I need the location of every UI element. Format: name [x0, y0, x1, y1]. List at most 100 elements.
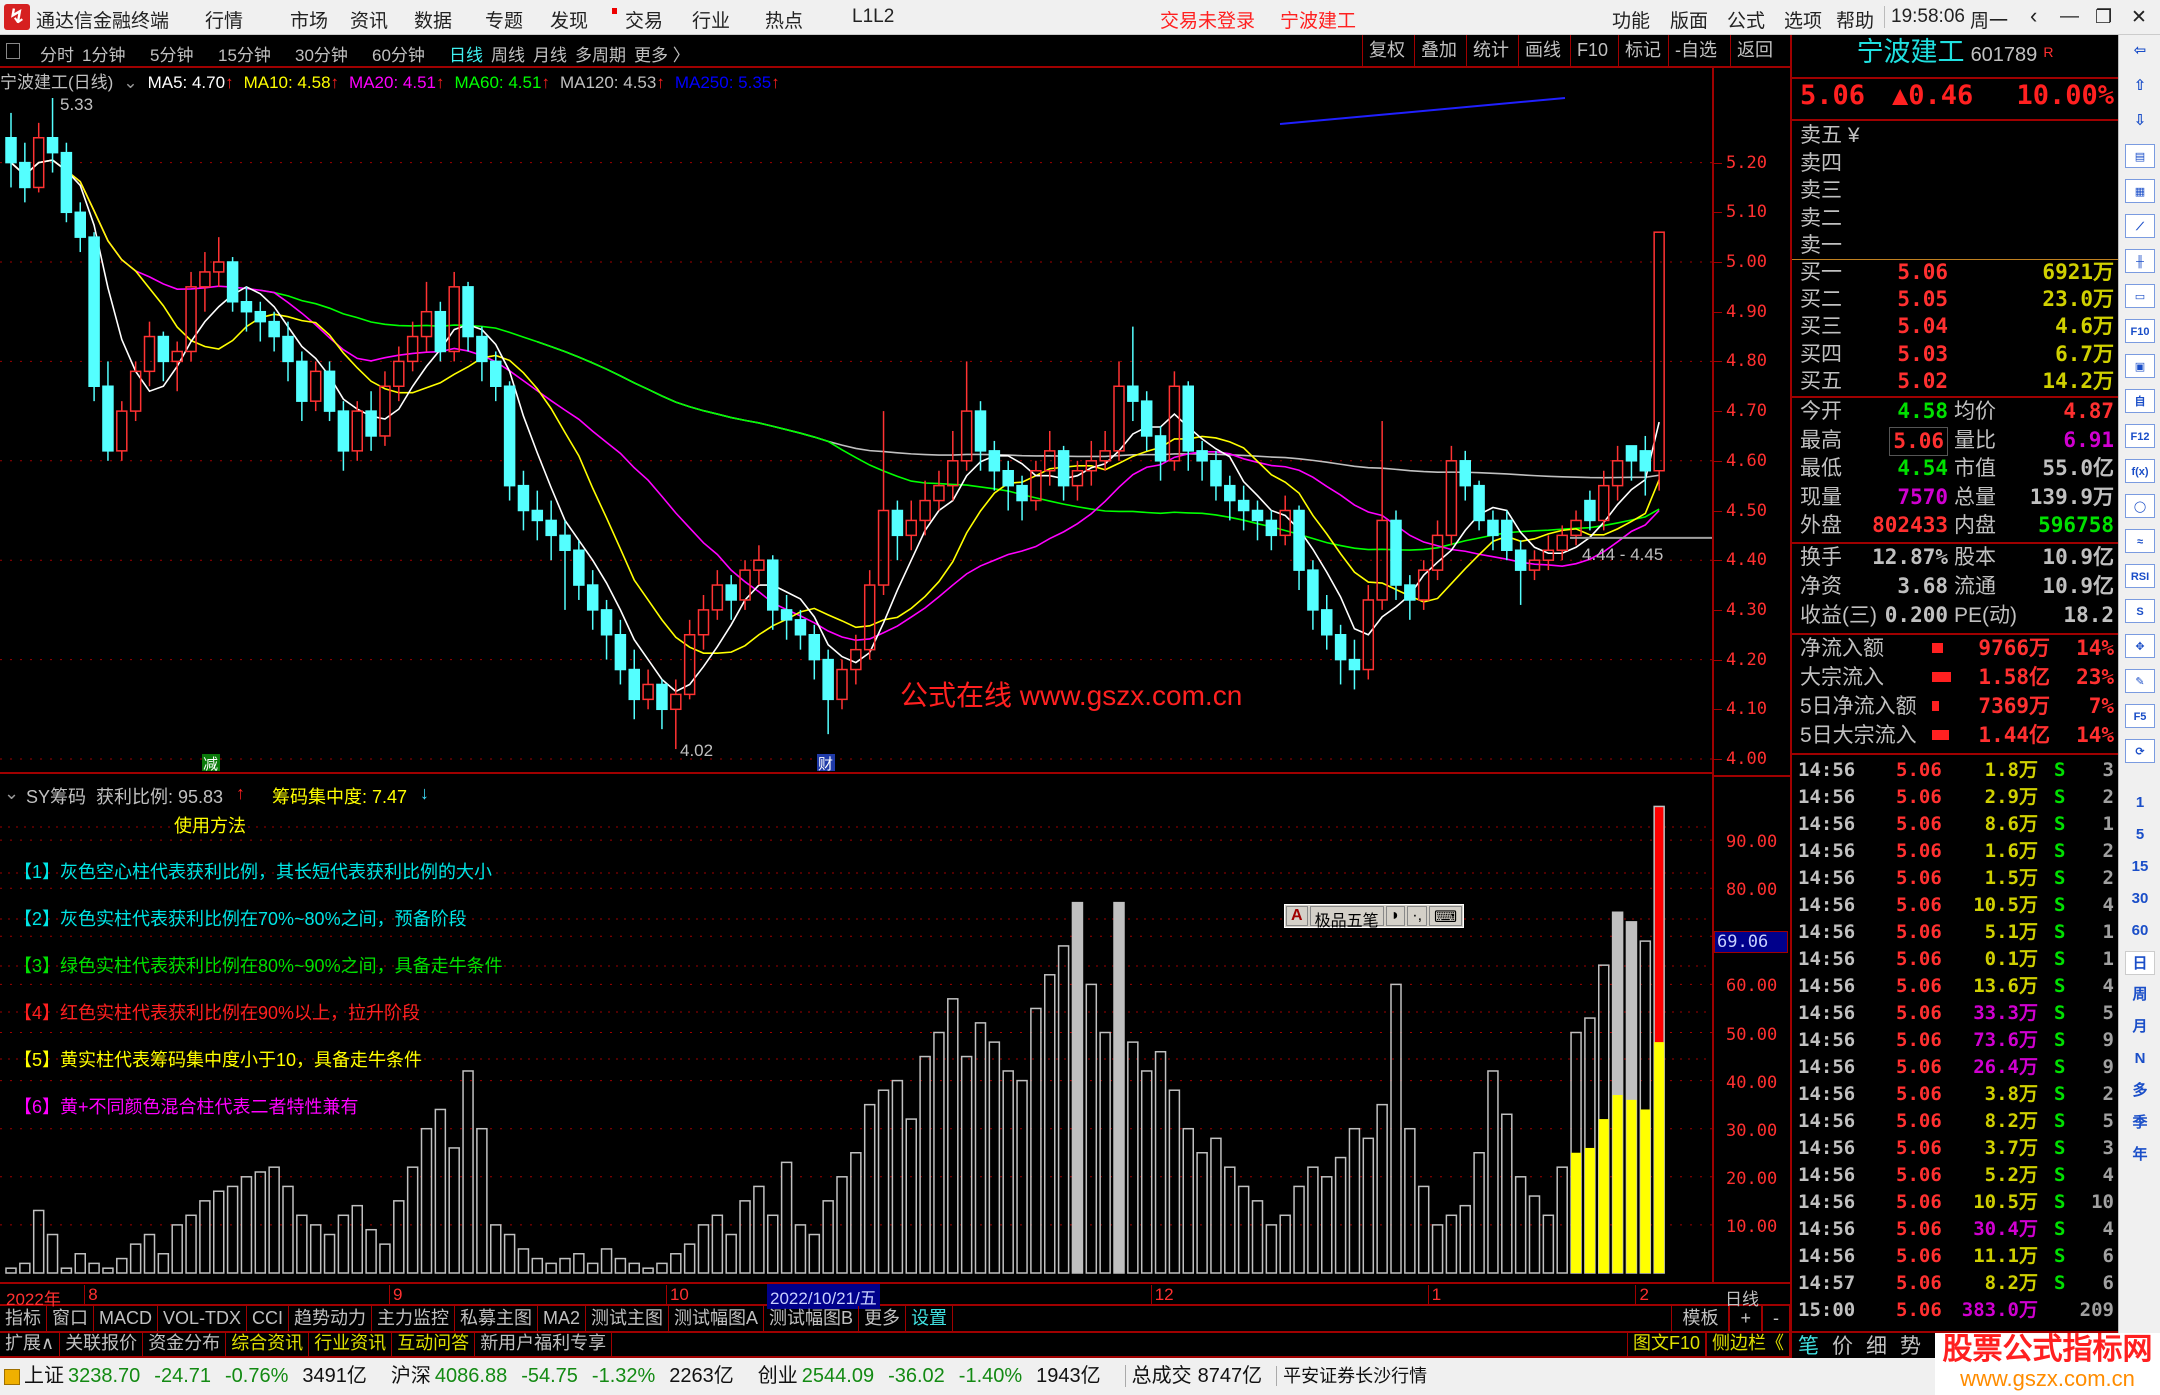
chart-tool-3[interactable]: 画线: [1518, 35, 1567, 66]
side-tool-icon[interactable]: ⇦: [2133, 42, 2147, 59]
login-status[interactable]: 交易未登录: [1160, 11, 1256, 32]
indicator-tab-7[interactable]: 私募主图: [455, 1306, 539, 1331]
menu-8[interactable]: 热点: [765, 11, 804, 32]
period-tab-6[interactable]: 日线: [449, 46, 483, 65]
indicator-tab-11[interactable]: 测试幅图B: [764, 1306, 860, 1331]
template-button-2[interactable]: -: [1762, 1306, 1790, 1331]
indicator-tab-13[interactable]: 设置: [906, 1306, 954, 1331]
period-tab-1[interactable]: 1分钟: [82, 46, 126, 65]
side-tool-icon[interactable]: ⇧: [2133, 77, 2147, 94]
side-period-0[interactable]: 1: [2135, 794, 2145, 811]
menu-right-0[interactable]: 功能: [1612, 11, 1651, 32]
side-tool-icon[interactable]: ╫: [2125, 249, 2155, 273]
extension-tab-3[interactable]: 综合资讯: [226, 1331, 310, 1356]
bid-row[interactable]: 买四 5.03 6.7万: [1792, 341, 2118, 368]
period-tab-5[interactable]: 60分钟: [372, 46, 425, 65]
restore-icon[interactable]: ❐: [2095, 7, 2113, 28]
template-button-1[interactable]: +: [1729, 1306, 1762, 1331]
panel-toggle-icon[interactable]: [6, 43, 20, 59]
template-button-0[interactable]: 模板: [1671, 1306, 1730, 1331]
ime-item-3[interactable]: ·,: [1407, 906, 1428, 926]
candlestick-chart[interactable]: 5.33 4.02 4.44 - 4.45 公式在线 www.gszx.com.cn 减…: [0, 80, 1712, 775]
menu-9[interactable]: L1L2: [852, 6, 895, 27]
side-tool-icon[interactable]: ▣: [2125, 354, 2155, 378]
menu-6[interactable]: 交易: [625, 11, 664, 32]
indicator-tab-3[interactable]: VOL-TDX: [158, 1306, 248, 1331]
minimize-icon[interactable]: —: [2060, 6, 2079, 27]
chart-tool-0[interactable]: 复权: [1362, 35, 1411, 66]
extension-tab-2[interactable]: 资金分布: [143, 1331, 227, 1356]
trade-tab-1[interactable]: 价: [1832, 1335, 1853, 1358]
side-tool-icon[interactable]: ⇩: [2133, 112, 2147, 129]
bid-row[interactable]: 买五 5.02 14.2万: [1792, 368, 2118, 395]
menu-right-1[interactable]: 版面: [1670, 11, 1709, 32]
sidebar-button-1[interactable]: 侧边栏《: [1706, 1331, 1790, 1356]
indicator-tab-12[interactable]: 更多: [859, 1306, 907, 1331]
chart-tool-2[interactable]: 统计: [1466, 35, 1515, 66]
extension-tab-5[interactable]: 互动问答: [392, 1331, 476, 1356]
menu-right-2[interactable]: 公式: [1727, 11, 1766, 32]
menu-2[interactable]: 资讯: [350, 11, 389, 32]
side-period-11[interactable]: 年: [2132, 1146, 2148, 1163]
chart-tool-7[interactable]: 返回: [1730, 35, 1779, 66]
period-tab-4[interactable]: 30分钟: [295, 46, 348, 65]
ime-item-0[interactable]: A: [1286, 906, 1308, 926]
badge-finance[interactable]: [817, 754, 835, 771]
index-name[interactable]: 上证: [24, 1365, 64, 1387]
menu-3[interactable]: 数据: [414, 11, 453, 32]
ime-item-1[interactable]: 极品五笔: [1309, 906, 1384, 930]
period-tab-8[interactable]: 月线: [533, 46, 567, 65]
side-tool-icon[interactable]: ≈: [2125, 529, 2155, 553]
market-icon[interactable]: [4, 1368, 20, 1385]
side-tool-icon[interactable]: S: [2125, 599, 2155, 623]
side-tool-icon[interactable]: ⟋: [2125, 214, 2155, 238]
side-tool-icon[interactable]: ✥: [2125, 634, 2155, 658]
side-period-9[interactable]: 多: [2132, 1082, 2148, 1099]
chart-tool-4[interactable]: F10: [1570, 35, 1614, 66]
side-tool-icon[interactable]: F10: [2125, 319, 2155, 343]
indicator-tab-1[interactable]: 窗口: [47, 1306, 94, 1331]
trade-tab-3[interactable]: 势: [1900, 1335, 1921, 1358]
side-tool-icon[interactable]: ▭: [2125, 284, 2155, 308]
side-tool-icon[interactable]: ⟳: [2125, 739, 2155, 763]
chart-tool-1[interactable]: 叠加: [1414, 35, 1463, 66]
menu-1[interactable]: 市场: [290, 11, 329, 32]
period-tab-0[interactable]: 分时: [40, 46, 74, 65]
period-tab-3[interactable]: 15分钟: [218, 46, 271, 65]
side-period-10[interactable]: 季: [2132, 1114, 2148, 1131]
menu-0[interactable]: 行情: [205, 11, 244, 32]
indicator-tab-10[interactable]: 测试幅图A: [669, 1306, 765, 1331]
bid-row[interactable]: 买三 5.04 4.6万: [1792, 313, 2118, 340]
indicator-tab-0[interactable]: 指标: [0, 1306, 47, 1331]
index-name[interactable]: 创业: [757, 1365, 798, 1387]
extension-tab-1[interactable]: 关联报价: [60, 1331, 144, 1356]
menu-right-3[interactable]: 选项: [1784, 11, 1823, 32]
dropdown-icon[interactable]: ⌄: [123, 73, 138, 92]
sidebar-button-0[interactable]: 图文F10: [1626, 1331, 1706, 1356]
chevron-left-icon[interactable]: ‹: [2030, 3, 2038, 28]
ime-item-4[interactable]: ⌨: [1429, 906, 1463, 926]
bid-row[interactable]: 买二 5.05 23.0万: [1792, 286, 2118, 313]
period-tab-7[interactable]: 周线: [491, 46, 525, 65]
chart-tool-6[interactable]: -自选: [1668, 35, 1723, 66]
trade-tab-2[interactable]: 细: [1866, 1335, 1887, 1358]
chart-tool-5[interactable]: 标记: [1618, 35, 1667, 66]
indicator-tab-6[interactable]: 主力监控: [372, 1306, 456, 1331]
period-tab-2[interactable]: 5分钟: [150, 46, 194, 65]
bid-row[interactable]: 买一 5.06 6921万: [1792, 259, 2118, 286]
period-tab-9[interactable]: 多周期: [575, 46, 626, 65]
side-period-3[interactable]: 30: [2131, 890, 2149, 907]
side-tool-icon[interactable]: ◯: [2125, 494, 2155, 518]
trade-tab-0[interactable]: 笔: [1798, 1335, 1819, 1358]
indicator-tab-4[interactable]: CCI: [247, 1306, 290, 1331]
indicator-chart[interactable]: [0, 775, 1712, 1282]
extension-tab-6[interactable]: 新用户福利专享: [475, 1331, 613, 1356]
indicator-tab-2[interactable]: MACD: [94, 1306, 158, 1331]
period-tab-10[interactable]: 更多 〉: [634, 46, 690, 65]
side-tool-icon[interactable]: ▦: [2125, 179, 2155, 203]
side-period-6[interactable]: 周: [2132, 986, 2148, 1003]
menu-right-4[interactable]: 帮助: [1836, 11, 1875, 32]
side-tool-icon[interactable]: F12: [2125, 424, 2155, 448]
indicator-tab-9[interactable]: 测试主图: [586, 1306, 670, 1331]
side-period-8[interactable]: N: [2134, 1050, 2146, 1067]
